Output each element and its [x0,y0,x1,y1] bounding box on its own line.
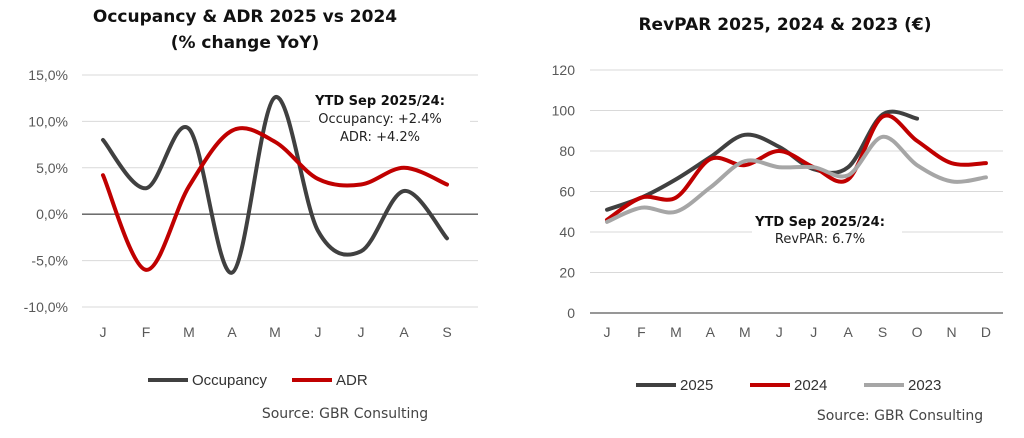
y-tick-label: 100 [552,103,576,119]
y-tick-label: 120 [552,62,576,78]
y-tick-label: -10,0% [24,299,68,315]
x-tick-label: J [358,324,365,340]
y-tick-label: 0,0% [36,206,68,222]
annotation-text: Occupancy: +2.4% [318,112,442,127]
y-tick-label: 20 [559,265,575,281]
x-tick-label: F [142,324,151,340]
annotation-text: ADR: +4.2% [340,130,420,145]
annotation-text: YTD Sep 2025/24: [754,215,885,230]
x-tick-label: M [739,324,751,340]
x-tick-label: J [810,324,817,340]
chart-title: Occupancy & ADR 2025 vs 2024 [93,7,397,27]
y-tick-label: 15,0% [28,67,68,83]
x-tick-label: J [100,324,107,340]
x-tick-label: A [706,324,716,340]
y-tick-label: 40 [559,224,575,240]
x-tick-label: A [399,324,409,340]
x-tick-label: M [670,324,682,340]
x-tick-label: M [269,324,281,340]
legend-label: 2024 [794,377,827,394]
y-tick-label: 5,0% [36,160,68,176]
legend-label: ADR [336,372,368,389]
legend-label: Occupancy [192,372,268,389]
legend-label: 2025 [680,377,713,394]
series-line-2024 [605,113,988,222]
series-line-occupancy [101,95,449,275]
annotation-background [752,212,902,250]
x-tick-label: J [604,324,611,340]
y-tick-label: 60 [559,184,575,200]
y-tick-label: 0 [567,305,575,321]
annotation-background [310,92,470,148]
series-line-2025 [605,109,920,212]
series-line-adr [101,126,449,272]
y-tick-label: -5,0% [31,253,68,269]
y-tick-label: 10,0% [28,113,68,129]
chart-title: (% change YoY) [171,33,320,53]
x-tick-label: O [912,324,923,340]
source-label: Source: GBR Consulting [817,408,983,424]
annotation-text: RevPAR: 6.7% [775,232,865,247]
chart-title: RevPAR 2025, 2024 & 2023 (€) [638,15,931,35]
x-tick-label: A [227,324,237,340]
x-tick-label: S [878,324,887,340]
source-label: Source: GBR Consulting [262,406,428,422]
x-tick-label: D [981,324,991,340]
x-tick-label: J [315,324,322,340]
y-tick-label: 80 [559,143,575,159]
x-tick-label: F [637,324,646,340]
series-line-2023 [605,134,988,224]
x-tick-label: N [946,324,956,340]
x-tick-label: J [776,324,783,340]
annotation-text: YTD Sep 2025/24: [314,94,445,109]
x-tick-label: S [442,324,451,340]
x-tick-label: A [843,324,853,340]
x-tick-label: M [183,324,195,340]
legend-label: 2023 [908,377,941,394]
